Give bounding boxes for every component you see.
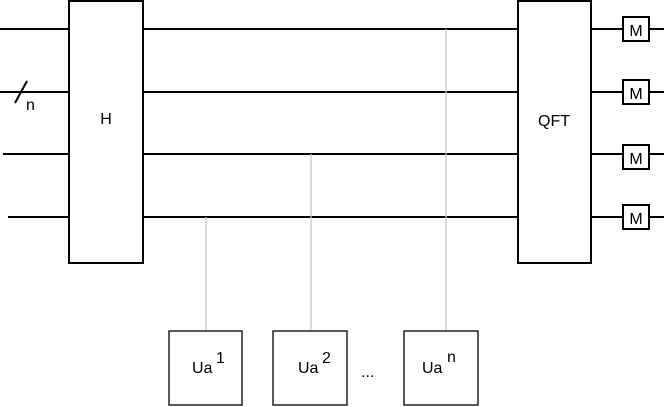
unitary-gate-2: Ua 2 [272,330,348,406]
register-size-label: n [26,97,35,114]
measure-gate-3: M [622,144,650,170]
qft-gate-label: QFT [538,113,570,130]
unitary-gate-1: Ua 1 [168,330,243,406]
hadamard-gate: H [68,0,144,264]
qubit-wires [0,28,664,218]
control-lines [205,29,447,331]
measure-gate-2: M [622,79,650,105]
unitary-n-exponent: n [447,349,456,366]
unitary-n-base: Ua [422,360,443,377]
measure-label-3: M [629,151,642,168]
measure-gate-4: M [622,204,650,230]
unitary-2-base: Ua [298,360,319,377]
unitary-1-exponent: 1 [216,350,225,367]
unitary-1-base: Ua [192,360,213,377]
unitary-2-exponent: 2 [322,350,331,367]
measure-label-4: M [629,211,642,228]
register-slash [14,80,28,104]
measurement-gates: M M M M [622,16,650,230]
measure-gate-1: M [622,16,650,42]
unitary-ellipsis: ... [361,364,374,381]
measure-label-1: M [629,23,642,40]
qft-gate: QFT [517,0,592,264]
unitary-gate-n: Ua n [403,330,479,406]
hadamard-gate-label: H [100,111,112,128]
measure-label-2: M [629,86,642,103]
